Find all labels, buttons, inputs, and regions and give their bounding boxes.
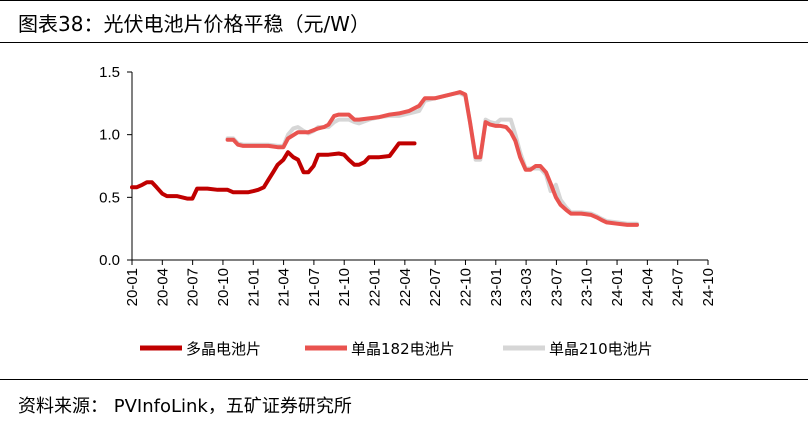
source-note: 资料来源： PVInfoLink，五矿证券研究所	[18, 396, 352, 417]
x-tick-label: 22-01	[367, 268, 384, 306]
x-tick-label: 21-01	[245, 268, 262, 306]
x-tick-label: 21-04	[276, 268, 293, 306]
x-tick-label: 23-10	[579, 268, 596, 306]
x-tick-label: 23-01	[488, 268, 505, 306]
chart-title: 图表38：光伏电池片价格平稳（元/W）	[18, 12, 370, 36]
series-line-1	[225, 90, 639, 227]
source-top-rule	[0, 379, 808, 380]
x-tick-label: 23-07	[548, 268, 565, 306]
y-tick-label: 1.5	[99, 64, 120, 81]
x-tick-label: 23-03	[518, 268, 535, 306]
x-tick-label: 20-01	[124, 268, 141, 306]
y-tick-label: 1.0	[99, 127, 120, 144]
x-tick-label: 21-10	[336, 268, 353, 306]
legend: 多晶电池片 单晶182电池片 单晶210电池片	[140, 340, 653, 358]
y-axis: 0.0 0.5 1.0 1.5	[99, 64, 133, 269]
x-tick-label: 22-04	[397, 268, 414, 306]
line-chart: 0.0 0.5 1.0 1.5 20-01 20-04 20-07 20-10 21-01 21…	[99, 64, 717, 358]
series-line-2	[225, 91, 639, 226]
x-tick-label: 20-10	[215, 268, 232, 306]
x-tick-label: 20-07	[185, 268, 202, 306]
x-tick-label: 21-07	[306, 268, 323, 306]
title-bottom-rule	[0, 42, 808, 43]
series-line-0	[130, 141, 417, 201]
y-tick-label: 0.0	[99, 252, 120, 269]
x-axis: 20-01 20-04 20-07 20-10 21-01 21-04 21-07 21-10…	[124, 259, 717, 306]
x-tick-label: 22-10	[457, 268, 474, 306]
legend-label-0: 多晶电池片	[186, 340, 261, 358]
y-tick-label: 0.5	[99, 189, 120, 206]
legend-label-2: 单晶210电池片	[549, 340, 653, 358]
x-tick-label: 22-07	[427, 268, 444, 306]
x-tick-label: 20-04	[154, 268, 171, 306]
x-tick-label: 24-10	[700, 268, 717, 306]
title-top-rule	[0, 0, 808, 1]
x-tick-label: 24-01	[609, 268, 626, 306]
legend-label-1: 单晶182电池片	[351, 340, 455, 358]
series-lines	[130, 90, 639, 227]
x-tick-label: 24-07	[670, 268, 687, 306]
x-tick-label: 24-04	[639, 268, 656, 306]
